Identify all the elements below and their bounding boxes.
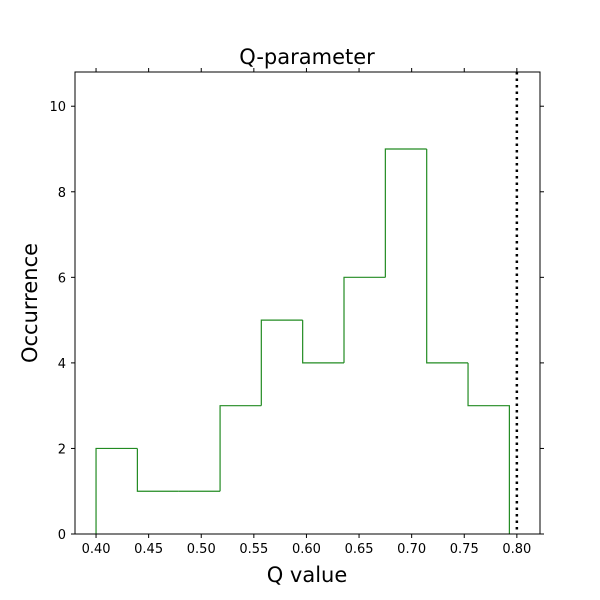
y-tick-label: 0 — [58, 528, 66, 543]
y-tick-label: 2 — [58, 442, 66, 457]
x-tick-label: 0.70 — [397, 542, 426, 557]
histogram-bin-7 — [343, 276, 386, 363]
y-tick-label: 6 — [58, 271, 66, 286]
x-tick-label: 0.45 — [134, 542, 163, 557]
x-tick-label: 0.65 — [345, 542, 374, 557]
histogram-bin-1 — [95, 447, 138, 534]
histogram-bin-10 — [467, 362, 510, 534]
histogram-bin-8 — [384, 148, 427, 278]
plot-frame — [74, 71, 541, 535]
histogram-bin-5 — [260, 319, 303, 406]
y-axis-label: Occurrence — [18, 243, 42, 363]
plot-content — [95, 72, 519, 534]
y-tick-label: 8 — [58, 186, 66, 201]
x-tick-label: 0.50 — [187, 542, 216, 557]
x-tick-label: 0.80 — [502, 542, 531, 557]
histogram-bin-4 — [219, 405, 262, 492]
y-axis-ticks: 0 2 4 6 8 10 — [49, 100, 544, 543]
histogram-bin-9 — [426, 149, 469, 364]
x-tick-label: 0.75 — [450, 542, 479, 557]
y-tick-label: 10 — [49, 100, 66, 115]
x-tick-label: 0.40 — [82, 542, 111, 557]
histogram-bin-6 — [302, 320, 345, 364]
x-tick-label: 0.55 — [239, 542, 268, 557]
histogram-bin-2 — [136, 448, 179, 492]
x-axis-label: Q value — [267, 563, 348, 587]
x-axis-ticks: 0.40 0.45 0.50 0.55 0.60 0.65 0.70 0.75 0.80 — [82, 68, 531, 557]
chart-title: Q-parameter — [239, 45, 375, 69]
y-tick-label: 4 — [58, 357, 66, 372]
x-tick-label: 0.60 — [292, 542, 321, 557]
